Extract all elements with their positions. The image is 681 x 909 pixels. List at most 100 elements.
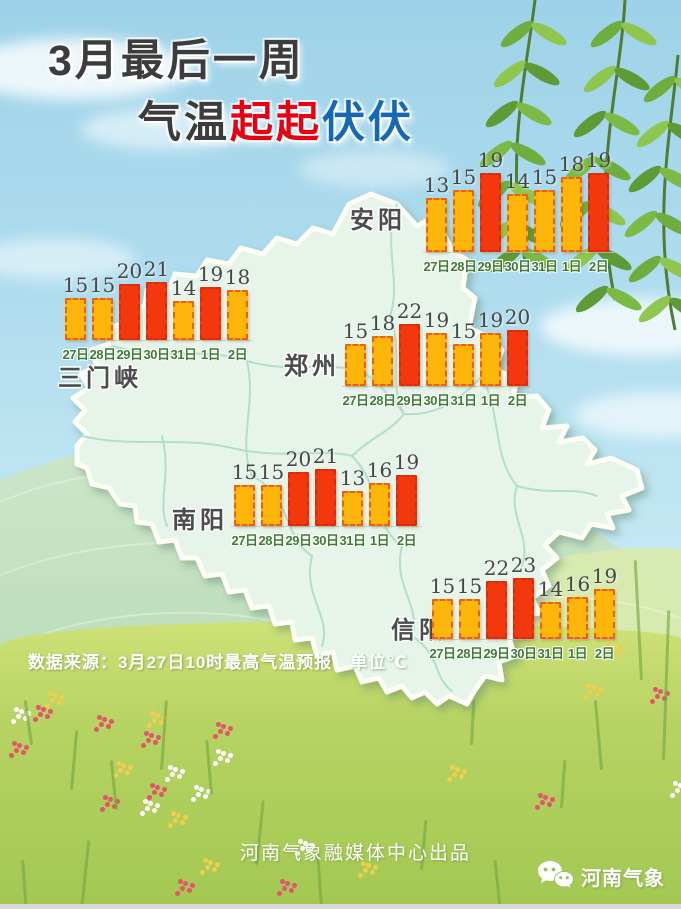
temperature-bar [486,581,507,639]
date-label: 30日 [510,646,537,661]
temperature-bar [534,190,555,252]
bar-value-label: 15 [89,273,116,297]
bars-row: 15 18 22 19 15 19 20 [342,278,533,386]
flower-cluster [173,818,178,823]
willow-leaf [624,210,658,238]
temperature-bar [227,290,248,340]
bar-column: 19 [585,150,612,252]
bar-column: 15 [342,321,369,386]
willow-leaf [659,167,681,191]
flower-cluster [99,722,104,727]
bar-value-label: 19 [197,262,224,286]
bar-value-label: 15 [531,165,558,189]
date-label: 31日 [170,347,197,362]
bar-value-label: 19 [585,148,612,172]
city-label-anyang: 安阳 [350,207,406,234]
date-label: 31日 [450,393,477,408]
willow-leaf [604,112,640,136]
date-label: 1日 [200,347,221,362]
bar-value-label: 20 [116,259,143,283]
chart-baseline [429,639,620,640]
willow-leaf [643,75,677,103]
willow-leaf [531,22,567,46]
date-label: 2日 [507,393,528,408]
wechat-account-name: 河南气象 [581,867,665,890]
bar-column: 19 [477,310,504,386]
willow-leaf [590,20,624,48]
bar-value-label: 18 [558,152,585,176]
bar-column: 13 [339,468,366,526]
willow-leaf [596,247,632,271]
flower-cluster [452,772,457,777]
willow-leaf [524,62,560,86]
date-label: 28日 [456,646,483,661]
willow-leaf [510,142,546,166]
willow-leaf [636,120,670,148]
bar-column: 15 [456,576,483,639]
city-label-nanyang: 南阳 [172,507,228,534]
bar-value-label: 15 [342,319,369,343]
temperature-bar [540,602,561,639]
bar-value-label: 20 [504,305,531,329]
bar-value-label: 19 [477,148,504,172]
date-label: 2日 [227,347,248,362]
willow-leaf [500,20,534,48]
bar-value-label: 14 [504,169,531,193]
date-label: 28日 [369,393,396,408]
flower-cluster [105,802,110,807]
willow-leaf [575,285,609,313]
willow-leaf [621,22,657,46]
chart-anyang: 13 15 19 14 15 18 19 27日 28日 29日 30日 31日 1日 2日 [423,144,614,275]
willow-leaf [655,212,681,236]
bars-row: 13 15 19 14 15 18 19 [423,144,614,252]
date-label: 1日 [561,259,582,274]
chart-sanmenxia: 15 15 20 21 14 19 18 27日 28日 29日 30日 31日 1日 2日 [62,232,253,363]
date-label: 31日 [537,646,564,661]
date-label: 28日 [450,259,477,274]
willow-leaves [477,20,681,323]
temperature-bar [432,599,453,639]
flower-cluster [218,729,223,734]
temperature-bar [369,483,390,526]
bar-column: 21 [312,446,339,526]
flower-cluster [608,648,613,653]
flower-cluster [38,712,43,717]
flower-cluster [146,738,151,743]
cloud [300,150,450,188]
title-line2: 气温起起伏伏 [138,88,414,150]
willow-leaf [659,257,681,281]
willow-leaf [595,157,631,181]
temperature-bar [426,198,447,252]
chart-nanyang: 15 15 20 21 13 16 19 27日 28日 29日 30日 31日 1日 2日 [231,418,422,549]
bar-column: 20 [504,307,531,386]
flower-cluster [180,886,185,891]
bar-column: 19 [423,310,450,386]
bar-value-label: 21 [312,444,339,468]
bar-value-label: 22 [396,299,423,323]
temperature-bar [146,282,167,340]
temperature-bar [561,177,582,252]
title-word-rise: 起起 [230,99,322,147]
date-label: 30日 [423,393,450,408]
bar-value-label: 16 [366,458,393,482]
temperature-bar [507,194,528,252]
temperature-bar [453,344,474,386]
flower-cluster [118,768,123,773]
dates-row: 27日 28日 29日 30日 31日 1日 2日 [342,390,533,409]
bar-column: 15 [531,167,558,252]
date-label: 27日 [342,393,369,408]
bar-value-label: 15 [62,273,89,297]
bar-value-label: 15 [450,165,477,189]
data-source-note: 数据来源：3月27日10时最高气温预报 单位℃ [28,653,408,672]
bar-value-label: 18 [369,311,396,335]
chart-zhengzhou: 15 18 22 19 15 19 20 27日 28日 29日 30日 31日 1日 2日 [342,278,533,409]
bar-value-label: 13 [423,173,450,197]
bar-column: 20 [285,449,312,526]
bar-column: 19 [197,264,224,340]
bar-value-label: 18 [224,265,251,289]
temperature-bar [372,336,393,386]
date-label: 29日 [483,646,510,661]
flower-cluster [300,846,305,851]
dates-row: 27日 28日 29日 30日 31日 1日 2日 [62,344,253,363]
